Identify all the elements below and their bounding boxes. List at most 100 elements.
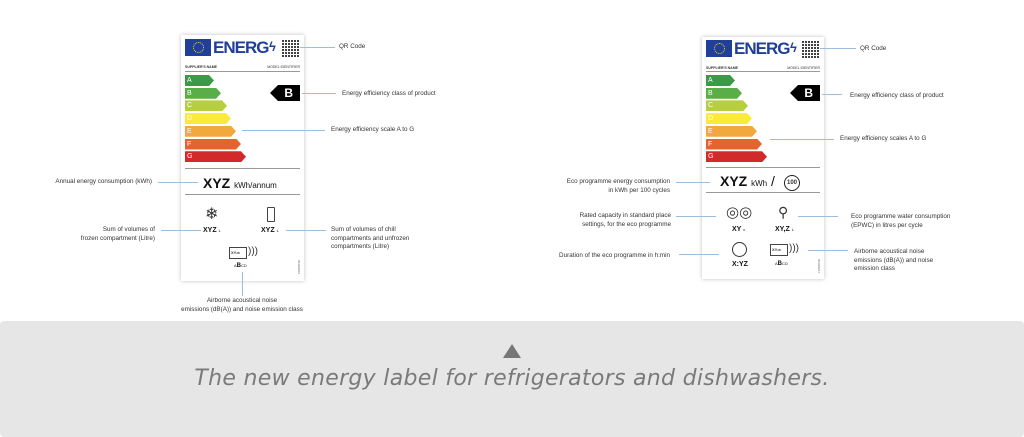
connector-line [286,230,326,231]
energy-logo: ENERG [213,38,269,57]
speaker-icon: XYdB [229,247,247,259]
annual-consumption: XYZ kWh/annum [203,175,277,191]
speaker-icon: XYdB [770,244,788,256]
caption-band [0,321,1024,437]
eco-energy-consumption: XYZ kWh / [720,173,775,189]
chill-unit: L [276,228,279,233]
annotation-line: compartments and unfrozen [331,234,410,242]
annotation-line: emissions (dB(A)) and noise [854,256,934,264]
chill-value: XYZ [261,227,275,234]
capacity-value: XY [732,226,742,233]
annotation-line: Airborne acoustical noise [854,248,925,255]
annotation-line: settings, for the eco programme [582,220,671,228]
connector-line [300,47,335,48]
consumption-value: XYZ [720,173,748,189]
scale-bar-d: D [185,113,231,124]
energy-logo: ENERG [734,39,790,58]
annotation-line: Airborne acoustical noise [206,297,278,304]
scale-bar-b: B [706,88,742,99]
annotation-noise: Airborne acoustical noise emissions (dB(A… [172,297,312,314]
annotation-qr: QR Code [860,45,887,52]
annotation-scale: Energy efficiency scales A to G [840,135,927,142]
plates-icon: ◎◎ [726,204,753,221]
annotation-line: Eco programme energy consumption [566,178,670,185]
scale-bar-a: A [706,75,735,86]
divider [185,168,300,169]
scale-bar-d: D [706,113,752,124]
freezer-value: XYZ [203,227,217,234]
lightning-icon: ϟ [790,40,797,55]
annotation-line: Sum of volumes of chill [331,226,396,233]
annotation-noise: Airborne acoustical noise emissions (dB(A… [854,248,933,274]
connector-line [820,48,856,49]
annotation-water: Eco programme water consumption (EPWC) in… [851,213,950,230]
water-tap-icon: ⚲ [778,204,789,220]
capacity-unit: x [743,227,746,232]
annotation-qr: QR Code [339,43,366,50]
annotation-line: frozen compartment (Litre) [80,234,155,242]
connector-line [676,216,716,217]
annotation-line: emissions (dB(A)) and noise emission cla… [181,305,303,313]
capacity: XY x [732,226,745,233]
connector-line [808,250,848,251]
chill-volume: XYZ L [261,227,279,234]
connector-line [676,182,710,183]
noise-unit: dB [236,252,240,255]
annotation-annual: Annual energy consumption (kWh) [55,178,152,185]
consumption-unit: kWh/annum [234,181,277,190]
annotation-line: Eco programme water consumption [851,213,951,220]
annotation-frozen: Sum of volumes of frozen compartment (Lit… [81,226,155,243]
triangle-up-icon [503,344,521,358]
water-value: XY,Z [775,226,790,233]
connector-line [770,139,834,140]
scale-bar-a: A [185,75,214,86]
annotation-duration: Duration of the eco programme in h:min [559,252,670,259]
sound-waves-icon: ))) [789,243,799,254]
duration: X:YZ [732,261,748,268]
scale-bar-c: C [185,100,227,111]
annotation-line: compartments (Litre) [331,243,390,250]
annotation-line: Sum of volumes of [102,226,155,233]
noise-value: XY [772,247,778,252]
connector-line [302,93,336,94]
annotation-capacity: Rated capacity in standard place settings… [580,212,671,229]
clock-icon [732,242,747,257]
connector-line [822,94,842,95]
dishwasher-energy-label: ENERG ϟ SUPPLIER'S NAME MODEL IDENTIFIER… [702,37,824,279]
regulation-number: 2019/2016 [297,260,301,275]
connector-line [161,230,201,231]
supplier-name: SUPPLIER'S NAME [706,66,738,70]
water-unit: L [791,227,794,232]
eu-flag-icon [706,40,732,57]
connector-line [242,272,243,296]
scale-bar-e: E [706,126,757,137]
noise-class-post: CD [241,263,247,268]
annotation-chill: Sum of volumes of chill compartments and … [331,226,409,252]
qr-code-icon [802,41,820,58]
annotation-scale: Energy efficiency scale A to G [331,126,415,133]
annotation-line: emission class [854,265,895,272]
caption: The new energy label for refrigerators a… [194,366,830,391]
cycles-icon: 100 [784,175,800,191]
connector-line [158,182,198,183]
model-identifier: MODEL IDENTIFIER [787,66,820,70]
noise-unit: dB [777,249,781,252]
noise-class-value: B [236,263,242,269]
connector-line [798,216,838,217]
divider [185,71,300,72]
scale-bar-f: F [185,139,241,150]
noise-class-pre: A [775,261,778,266]
scale-bar-c: C [706,100,748,111]
model-identifier: MODEL IDENTIFIER [267,65,300,69]
noise-class-pre: A [234,263,237,268]
supplier-name: SUPPLIER'S NAME [185,65,217,69]
slash: / [771,173,775,189]
noise-value: XY [231,250,237,255]
noise-class: ABCD [775,261,788,267]
snowflake-icon: ❄ [205,206,219,223]
consumption-value: XYZ [203,175,231,191]
divider [706,167,820,168]
freezer-volume: XYZ L [203,227,221,234]
bottle-icon [267,207,275,222]
fridge-energy-label: ENERG ϟ SUPPLIER'S NAME MODEL IDENTIFIER… [181,35,304,281]
